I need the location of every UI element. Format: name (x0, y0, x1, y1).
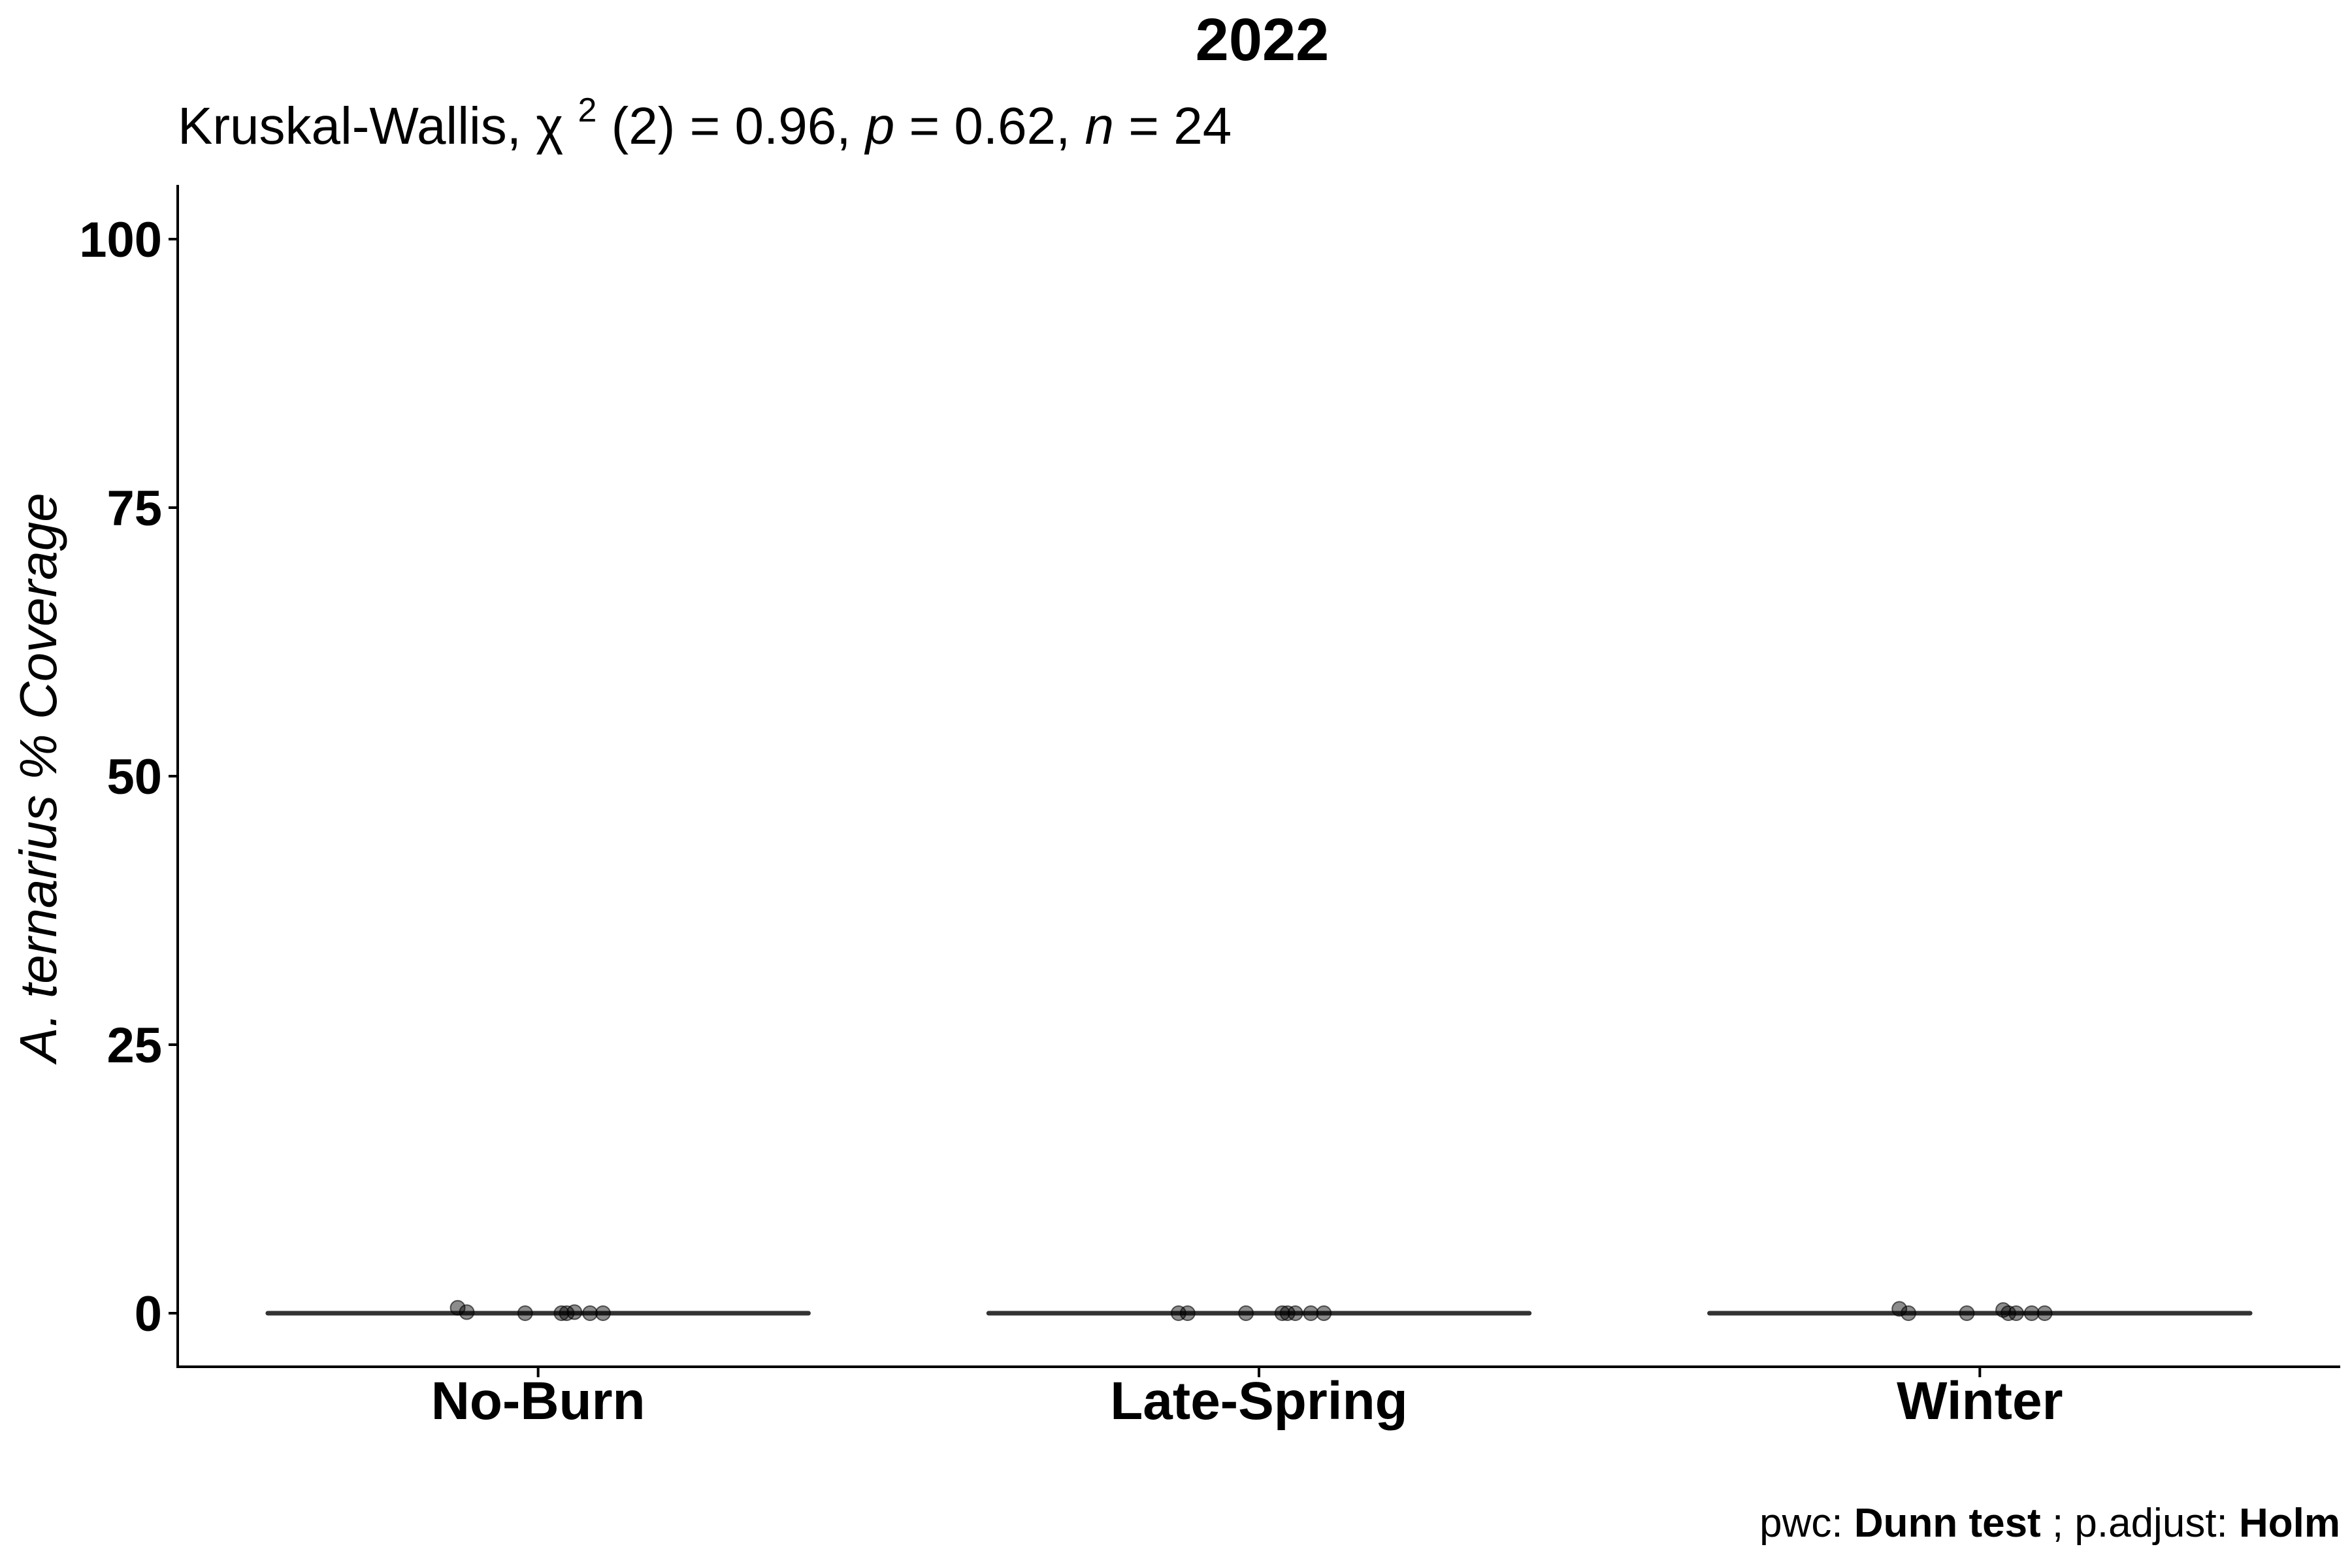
data-point (595, 1305, 611, 1321)
y-tick-label: 100 (79, 212, 162, 268)
chart-title: 2022 (1196, 7, 1330, 73)
data-point (449, 1299, 466, 1316)
subtitle-chi-rest: (2) = 0.96, (612, 97, 866, 155)
data-point (1179, 1305, 1196, 1321)
chart-caption: pwc: Dunn test ; p.adjust: Holm (1759, 1501, 2340, 1546)
y-tick-label: 0 (135, 1286, 162, 1342)
data-point (1303, 1305, 1319, 1321)
data-point (2008, 1305, 2024, 1321)
x-tick-label: No-Burn (431, 1371, 645, 1431)
data-point (2036, 1305, 2053, 1321)
caption-separator: ; p.adjust: (2052, 1501, 2239, 1546)
subtitle-p-rest: = 0.62, (909, 97, 1085, 155)
caption-pwc-value: Dunn test (1854, 1501, 2041, 1546)
subtitle-chi: χ (536, 97, 563, 155)
data-point (459, 1304, 475, 1320)
caption-adjust-value: Holm (2239, 1501, 2340, 1546)
data-point (559, 1305, 575, 1321)
plot-marks (265, 1299, 2253, 1321)
chart-subtitle: Kruskal-Wallis, χ 2 (2) = 0.96, p = 0.62… (178, 74, 1232, 155)
data-point (517, 1305, 533, 1321)
data-point (1287, 1305, 1303, 1321)
data-point (566, 1304, 583, 1320)
subtitle-p-symbol: p (864, 97, 895, 155)
y-tick-label: 75 (106, 481, 162, 536)
x-tick-label: Late-Spring (1110, 1371, 1408, 1431)
data-point (1316, 1305, 1332, 1321)
subtitle-n-rest: = 24 (1128, 97, 1232, 155)
data-point (1901, 1305, 1917, 1321)
x-tick-label: Winter (1897, 1371, 2063, 1431)
data-point (1891, 1301, 1908, 1317)
y-axis-label: A. ternarius % Coverage (9, 493, 67, 1065)
x-axis: No-Burn Late-Spring Winter (176, 1365, 2340, 1431)
y-tick-label: 25 (106, 1018, 162, 1073)
subtitle-n-symbol: n (1085, 97, 1115, 155)
data-point (1238, 1305, 1254, 1321)
caption-pwc-label: pwc: (1759, 1501, 1854, 1546)
data-point (1959, 1305, 1975, 1321)
data-point (1274, 1305, 1290, 1321)
data-point (2023, 1305, 2040, 1321)
subtitle-chi-sup: 2 (578, 91, 596, 129)
data-point (553, 1305, 570, 1321)
data-point (582, 1305, 598, 1321)
subtitle-prefix: Kruskal-Wallis, (178, 97, 536, 155)
y-axis: 0 25 50 75 100 (79, 185, 179, 1368)
y-tick-label: 50 (106, 749, 162, 805)
